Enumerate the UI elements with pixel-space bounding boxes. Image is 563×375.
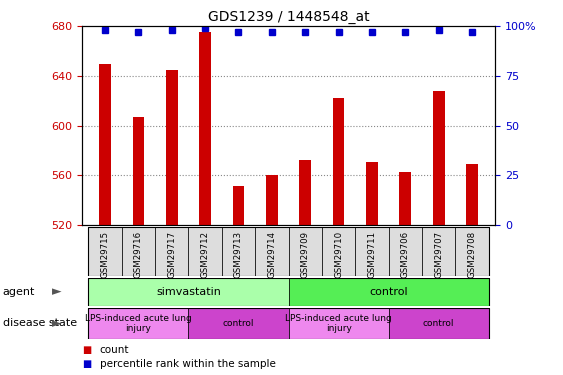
Text: GSM29709: GSM29709	[301, 231, 310, 278]
Bar	[189, 227, 222, 276]
Text: LPS-induced acute lung
injury: LPS-induced acute lung injury	[285, 314, 392, 333]
Bar	[400, 172, 411, 225]
Bar	[88, 227, 122, 276]
Text: control: control	[423, 319, 454, 328]
Bar	[88, 308, 189, 339]
Bar	[255, 227, 289, 276]
Text: ►: ►	[51, 317, 61, 330]
Bar	[166, 70, 177, 225]
Text: control: control	[369, 286, 408, 297]
Bar	[222, 227, 255, 276]
Bar	[388, 227, 422, 276]
Text: GSM29717: GSM29717	[167, 231, 176, 278]
Text: GSM29708: GSM29708	[468, 231, 477, 278]
Text: GSM29716: GSM29716	[134, 231, 143, 278]
Bar	[455, 227, 489, 276]
Text: GSM29711: GSM29711	[368, 231, 377, 278]
Bar	[355, 227, 388, 276]
Bar	[433, 91, 445, 225]
Bar	[199, 33, 211, 225]
Text: GSM29707: GSM29707	[434, 231, 443, 278]
Text: agent: agent	[3, 286, 35, 297]
Bar	[189, 308, 289, 339]
Bar	[289, 227, 322, 276]
Bar	[388, 308, 489, 339]
Text: GSM29706: GSM29706	[401, 231, 410, 278]
Bar	[88, 278, 289, 306]
Bar	[233, 186, 244, 225]
Text: GSM29712: GSM29712	[200, 231, 209, 278]
Text: LPS-induced acute lung
injury: LPS-induced acute lung injury	[85, 314, 192, 333]
Text: ►: ►	[51, 285, 61, 298]
Text: disease state: disease state	[3, 318, 77, 328]
Text: ■: ■	[82, 345, 91, 355]
Text: GSM29714: GSM29714	[267, 231, 276, 278]
Bar	[422, 227, 455, 276]
Bar	[289, 308, 388, 339]
Text: count: count	[100, 345, 129, 355]
Bar	[366, 162, 378, 225]
Title: GDS1239 / 1448548_at: GDS1239 / 1448548_at	[208, 10, 369, 24]
Bar	[466, 164, 478, 225]
Bar	[122, 227, 155, 276]
Text: GSM29713: GSM29713	[234, 231, 243, 278]
Text: ■: ■	[82, 359, 91, 369]
Bar	[155, 227, 189, 276]
Bar	[266, 176, 278, 225]
Text: simvastatin: simvastatin	[156, 286, 221, 297]
Bar	[333, 98, 345, 225]
Bar	[289, 278, 489, 306]
Bar	[322, 227, 355, 276]
Bar	[300, 160, 311, 225]
Bar	[99, 63, 111, 225]
Bar	[132, 117, 144, 225]
Text: GSM29710: GSM29710	[334, 231, 343, 278]
Text: percentile rank within the sample: percentile rank within the sample	[100, 359, 275, 369]
Text: GSM29715: GSM29715	[100, 231, 109, 278]
Text: control: control	[223, 319, 254, 328]
